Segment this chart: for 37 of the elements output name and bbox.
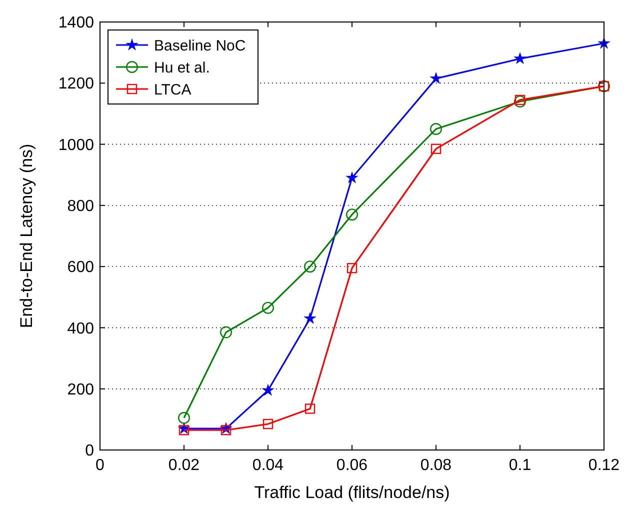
point <box>346 172 358 183</box>
point <box>220 425 232 436</box>
point <box>262 302 274 314</box>
point <box>430 72 442 84</box>
x-tick-label: 0.02 <box>168 457 200 474</box>
point <box>430 123 442 135</box>
point <box>178 412 190 424</box>
point <box>304 312 316 324</box>
x-tick-label: 0.08 <box>420 457 452 474</box>
x-tick-label: 0.1 <box>508 457 532 474</box>
y-tick-label: 800 <box>67 198 94 216</box>
y-tick-label: 1000 <box>58 136 94 154</box>
point <box>514 52 526 64</box>
point <box>346 208 358 221</box>
x-axis-title: Traffic Load (flits/node/ns) <box>254 483 450 502</box>
x-tick-label: 0.06 <box>336 457 368 474</box>
legend-label: Hu et al. <box>154 59 210 76</box>
x-tick-label: 0.12 <box>588 457 620 474</box>
y-tick-label: 1400 <box>58 14 94 32</box>
point <box>262 418 274 430</box>
point <box>220 326 232 338</box>
x-tick-label: 0 <box>96 457 105 474</box>
y-tick-label: 400 <box>67 320 94 338</box>
x-tick-label: 0.04 <box>252 457 284 474</box>
y-tick-label: 600 <box>67 259 94 276</box>
point <box>178 425 190 436</box>
point <box>346 263 358 274</box>
y-tick-label: 200 <box>67 381 94 398</box>
legend-label: Baseline NoC <box>154 37 246 54</box>
point <box>304 260 316 273</box>
point <box>430 144 442 154</box>
y-axis-title: End-to-End Latency (ns) <box>17 144 36 328</box>
y-tick-label: 0 <box>85 442 94 460</box>
y-tick-label: 1200 <box>58 76 94 93</box>
point <box>304 404 316 414</box>
point <box>262 384 274 396</box>
legend-label: LTCA <box>154 81 192 98</box>
